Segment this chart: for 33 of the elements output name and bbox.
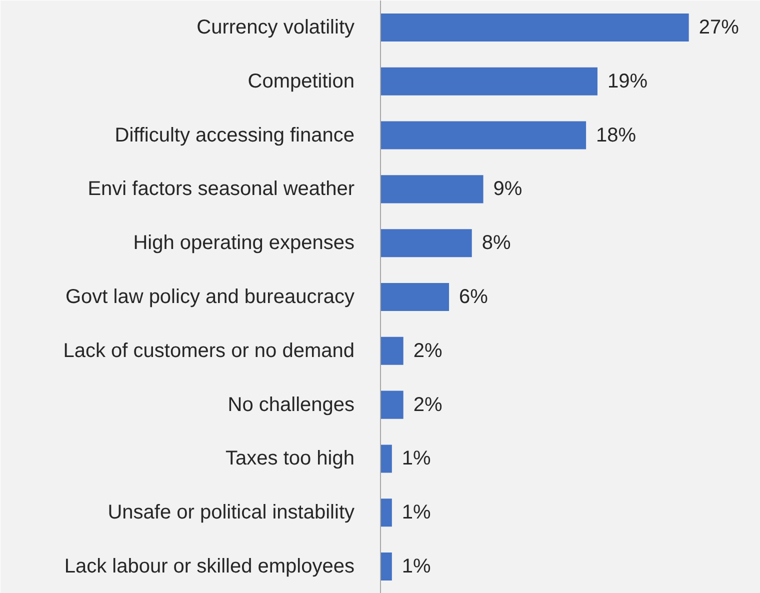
data-label: 1%	[402, 556, 432, 578]
bar	[380, 121, 586, 150]
data-label: 18%	[596, 124, 636, 146]
y-tick-label: Competition	[248, 70, 354, 92]
y-tick-label: Lack labour or skilled employees	[64, 556, 355, 578]
bar	[380, 13, 689, 42]
data-label: 19%	[607, 70, 648, 92]
bar	[380, 67, 598, 96]
data-label: 2%	[413, 340, 442, 362]
bar	[380, 552, 392, 581]
data-label: 9%	[493, 178, 522, 200]
y-tick-label: Unsafe or political instability	[108, 502, 355, 524]
data-label: 1%	[402, 448, 432, 470]
y-tick-label: Govt law policy and bureaucracy	[65, 286, 355, 308]
y-tick-label: Lack of customers or no demand	[63, 340, 355, 362]
data-label: 2%	[413, 394, 442, 416]
bar	[380, 175, 484, 204]
bar	[380, 336, 404, 365]
y-tick-label: Difficulty accessing finance	[114, 124, 355, 146]
data-label: 27%	[698, 16, 740, 38]
data-label: 6%	[459, 286, 488, 308]
y-tick-label: No challenges	[228, 394, 354, 416]
data-label: 8%	[482, 232, 511, 254]
bar	[380, 282, 450, 312]
y-tick-label: Currency volatility	[196, 16, 355, 38]
y-tick-label: High operating expenses	[133, 232, 355, 254]
bar	[380, 498, 392, 527]
bar	[380, 390, 404, 419]
y-tick-label: Taxes too high	[226, 448, 355, 470]
bar	[380, 229, 472, 258]
bar	[380, 444, 392, 473]
data-label: 1%	[402, 502, 432, 524]
y-tick-label: Envi factors seasonal weather	[88, 178, 355, 200]
